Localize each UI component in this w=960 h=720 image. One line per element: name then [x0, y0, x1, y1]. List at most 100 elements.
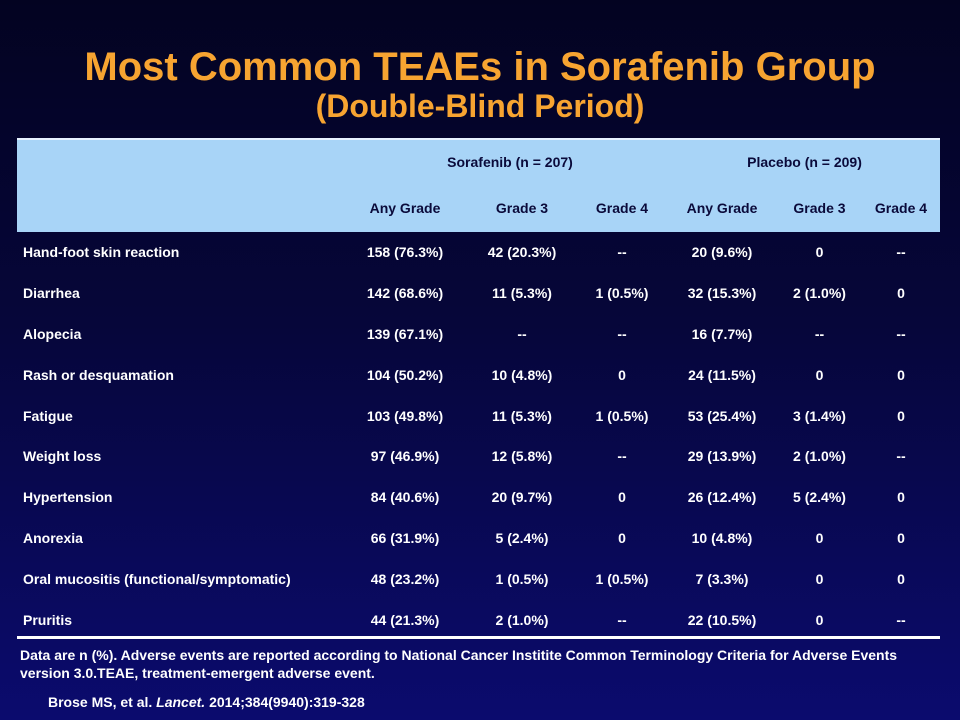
row-label: Anorexia	[23, 530, 83, 547]
citation-authors: Brose MS, et al.	[48, 694, 153, 710]
table-cell: 1 (0.5%)	[595, 407, 649, 424]
table-cell: 0	[815, 244, 824, 260]
table-cell: --	[517, 325, 527, 342]
citation: Brose MS, et al. Lancet. 2014;384(9940):…	[48, 694, 365, 710]
slide-subtitle: (Double-Blind Period)	[315, 88, 645, 124]
row-label: Alopecia	[23, 325, 82, 342]
group-header-placebo: Placebo (n = 209)	[747, 154, 862, 170]
row-label: Rash or desquamation	[23, 366, 174, 383]
table-cell: 0	[897, 366, 905, 383]
table-cell: 11 (5.3%)	[492, 407, 552, 424]
table-cell: 103 (49.8%)	[366, 407, 444, 424]
table-cell: 10 (4.8%)	[691, 530, 753, 547]
column-header: Grade 3	[793, 200, 846, 216]
row-label: Hypertension	[23, 489, 113, 506]
table-cell: 1 (0.5%)	[595, 284, 649, 301]
table-cell: --	[814, 325, 825, 342]
table-row: Rash or desquamation 104 (50.2%) 10 (4.8…	[17, 355, 940, 396]
table-body: Hand-foot skin reaction 158 (76.3%) 42 (…	[17, 232, 940, 641]
table-cell: --	[896, 448, 906, 465]
table-cell: 84 (40.6%)	[370, 489, 440, 506]
table-cell: 10 (4.8%)	[491, 366, 553, 383]
table-cell: 0	[897, 489, 905, 506]
column-header: Any Grade	[686, 200, 758, 216]
table-cell: 1 (0.5%)	[495, 571, 549, 588]
table-cell: 0	[815, 530, 824, 547]
table-cell: 5 (2.4%)	[495, 530, 549, 547]
table-cell: 32 (15.3%)	[687, 284, 757, 301]
table-cell: 48 (23.2%)	[370, 571, 440, 588]
table-row: Weight loss 97 (46.9%) 12 (5.8%) -- 29 (…	[17, 436, 940, 477]
slide-title: Most Common TEAEs in Sorafenib Group	[84, 45, 876, 89]
table-cell: 42 (20.3%)	[487, 244, 557, 260]
table-cell: 0	[897, 530, 905, 547]
table-cell: 2 (1.0%)	[793, 448, 846, 465]
table-cell: 53 (25.4%)	[687, 407, 757, 424]
table-row: Fatigue 103 (49.8%) 11 (5.3%) 1 (0.5%) 5…	[17, 396, 940, 437]
row-label: Weight loss	[23, 448, 102, 465]
footnote: Data are n (%). Adverse events are repor…	[20, 647, 898, 681]
table-cell: 97 (46.9%)	[370, 448, 440, 465]
citation-details: 2014;384(9940):319-328	[209, 694, 365, 710]
table-row: Hand-foot skin reaction 158 (76.3%) 42 (…	[17, 232, 940, 273]
table-cell: 0	[618, 366, 626, 383]
row-label: Hand-foot skin reaction	[23, 244, 180, 260]
table-cell: 0	[815, 612, 824, 629]
group-header-sorafenib: Sorafenib (n = 207)	[447, 154, 573, 170]
table-row: Diarrhea 142 (68.6%) 11 (5.3%) 1 (0.5%) …	[17, 273, 940, 314]
table-cell: --	[617, 244, 627, 260]
citation-journal: Lancet.	[156, 694, 206, 710]
table-cell: 0	[815, 366, 824, 383]
column-header: Grade 3	[495, 200, 549, 216]
table-cell: 7 (3.3%)	[695, 571, 749, 588]
table-cell: 29 (13.9%)	[687, 448, 757, 465]
table-row: Pruritis 44 (21.3%) 2 (1.0%) -- 22 (10.5…	[17, 600, 940, 641]
column-header-row: Any Grade Grade 3 Grade 4 Any Grade Grad…	[17, 200, 940, 220]
table-cell: 104 (50.2%)	[366, 366, 444, 383]
table-cell: 11 (5.3%)	[492, 284, 552, 301]
table-cell: 24 (11.5%)	[688, 366, 756, 383]
table-cell: 139 (67.1%)	[366, 325, 444, 342]
row-label: Pruritis	[23, 612, 73, 629]
table-cell: 12 (5.8%)	[491, 448, 553, 465]
table-row: Oral mucositis (functional/symptomatic) …	[17, 559, 940, 600]
row-label: Fatigue	[23, 407, 73, 424]
table-cell: 66 (31.9%)	[370, 530, 440, 547]
table-row: Hypertension 84 (40.6%) 20 (9.7%) 0 26 (…	[17, 477, 940, 518]
table-cell: 2 (1.0%)	[793, 284, 846, 301]
table-cell: 0	[618, 530, 626, 547]
table-cell: 20 (9.6%)	[691, 244, 753, 260]
table-cell: --	[617, 612, 627, 629]
column-header: Any Grade	[369, 200, 441, 216]
table-cell: 3 (1.4%)	[793, 407, 846, 424]
column-header: Grade 4	[595, 200, 649, 216]
table-cell: 142 (68.6%)	[366, 284, 444, 301]
table-header: Sorafenib (n = 207) Placebo (n = 209) An…	[17, 138, 940, 232]
table-cell: 16 (7.7%)	[691, 325, 753, 342]
table-cell: 0	[618, 489, 626, 506]
table-cell: --	[617, 448, 627, 465]
row-label: Diarrhea	[23, 284, 80, 301]
teae-table: Sorafenib (n = 207) Placebo (n = 209) An…	[17, 138, 940, 641]
table-cell: 26 (12.4%)	[687, 489, 757, 506]
table-cell: 0	[815, 571, 824, 588]
table-cell: 0	[897, 407, 905, 424]
table-cell: 20 (9.7%)	[491, 489, 553, 506]
table-cell: 0	[897, 284, 905, 301]
table-cell: --	[896, 244, 906, 260]
table-cell: 22 (10.5%)	[687, 612, 757, 629]
table-cell: 2 (1.0%)	[495, 612, 549, 629]
table-cell: --	[617, 325, 627, 342]
table-cell: 158 (76.3%)	[366, 244, 444, 260]
table-cell: 1 (0.5%)	[595, 571, 649, 588]
table-cell: 5 (2.4%)	[793, 489, 846, 506]
table-cell: 0	[897, 571, 905, 588]
table-row: Alopecia 139 (67.1%) -- -- 16 (7.7%) -- …	[17, 314, 940, 355]
table-cell: 44 (21.3%)	[370, 612, 440, 629]
table-bottom-rule	[17, 636, 940, 639]
row-label: Oral mucositis (functional/symptomatic)	[23, 571, 291, 588]
table-cell: --	[896, 612, 906, 629]
table-row: Anorexia 66 (31.9%) 5 (2.4%) 0 10 (4.8%)…	[17, 518, 940, 559]
column-header: Grade 4	[874, 200, 928, 216]
table-cell: --	[896, 325, 906, 342]
